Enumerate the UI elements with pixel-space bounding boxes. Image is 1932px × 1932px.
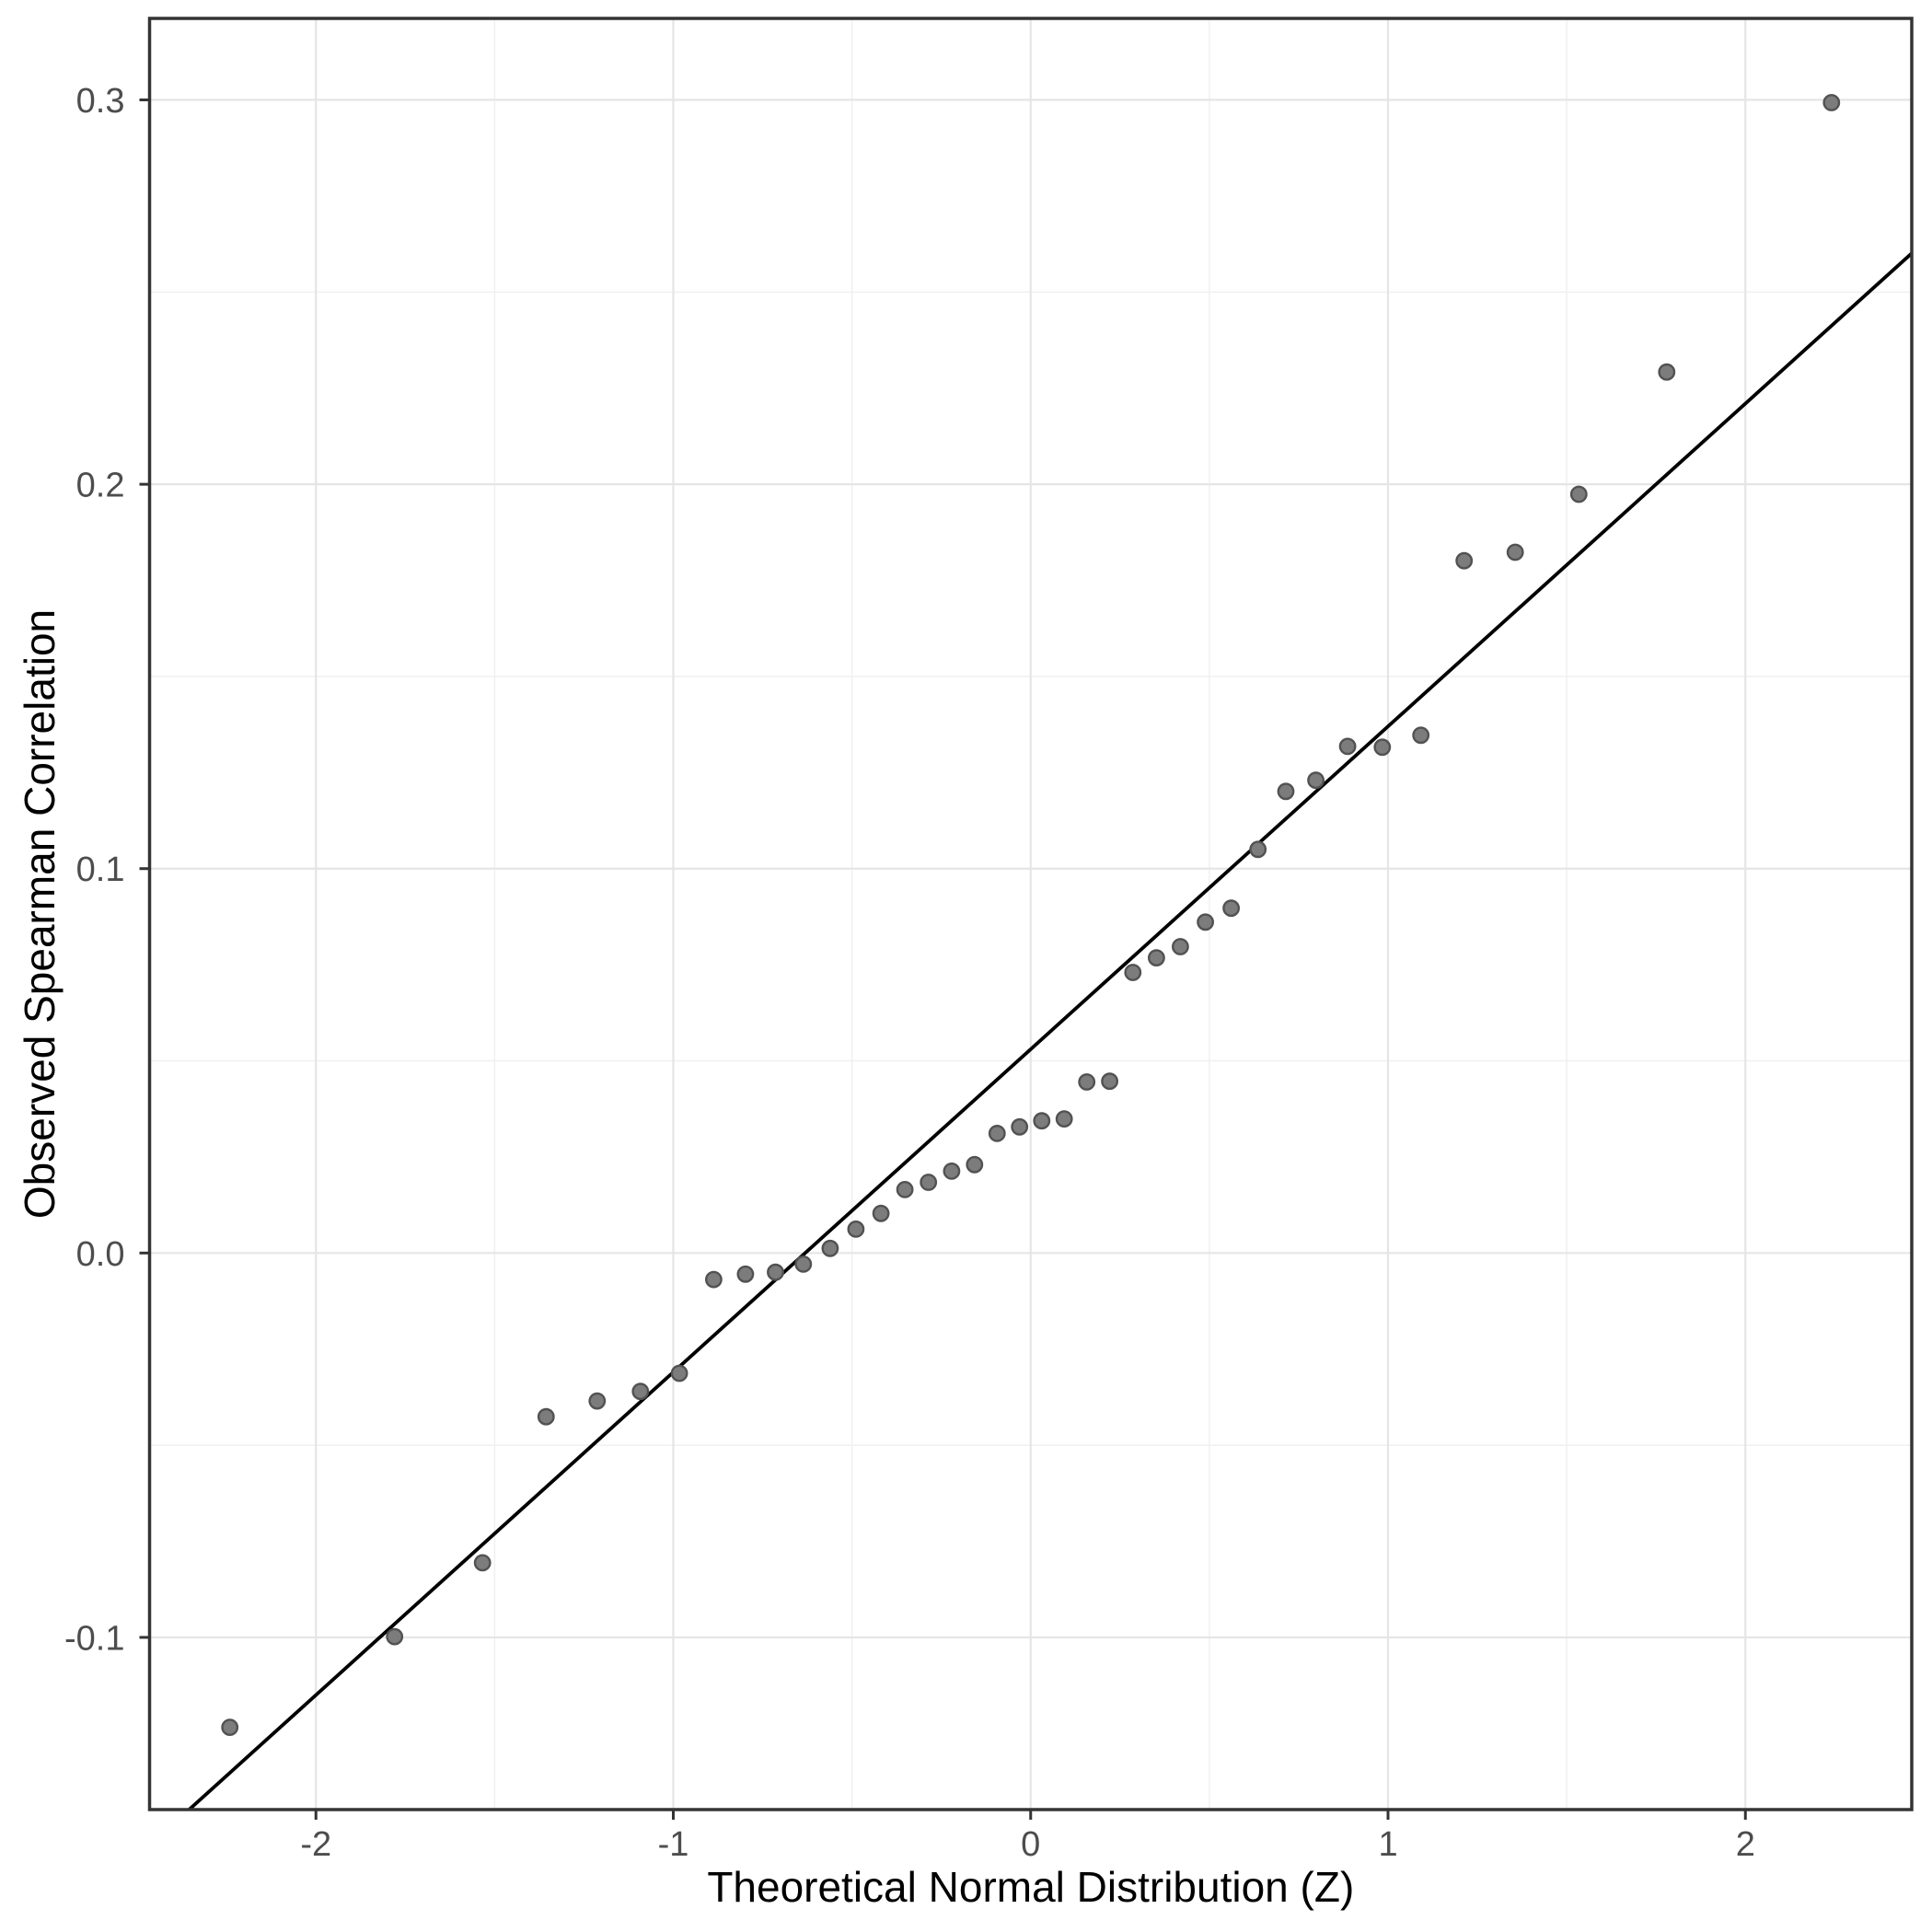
data-point (847, 1221, 865, 1238)
y-tick-label: -0.1 (64, 1619, 124, 1658)
data-point (1277, 782, 1295, 801)
data-point (896, 1181, 914, 1198)
y-tick-label: 0.2 (76, 467, 125, 505)
data-point (988, 1125, 1006, 1142)
data-point (1011, 1117, 1029, 1136)
x-axis-tick-labels: -2 -1 0 1 2 (300, 1825, 1755, 1864)
data-point (767, 1263, 784, 1281)
x-tick-label: 2 (1736, 1825, 1755, 1864)
data-point (1101, 1072, 1119, 1091)
data-point (1249, 840, 1267, 859)
data-point (1658, 363, 1676, 381)
x-axis-title: Theoretical Normal Distribution (Z) (707, 1863, 1354, 1911)
y-tick-label: 0.0 (76, 1235, 125, 1274)
data-point (670, 1364, 688, 1382)
data-point (1172, 938, 1189, 955)
data-point (1412, 726, 1430, 745)
y-tick-label: 0.1 (76, 850, 125, 889)
data-point (386, 1627, 404, 1646)
y-axis-tick-marks (139, 98, 150, 1639)
data-point (705, 1270, 723, 1289)
data-point (1197, 913, 1215, 931)
data-point (1338, 737, 1357, 756)
data-points (221, 94, 1841, 1737)
data-point (1078, 1073, 1096, 1091)
data-point (920, 1174, 938, 1191)
reference-line (186, 251, 1912, 1810)
data-point (537, 1407, 555, 1426)
data-point (1822, 94, 1841, 111)
data-point (736, 1265, 755, 1283)
data-point (943, 1163, 961, 1180)
data-point (1148, 949, 1165, 967)
data-point (1307, 771, 1325, 790)
data-point (1055, 1110, 1073, 1128)
data-point (872, 1204, 890, 1222)
x-tick-label: 1 (1378, 1825, 1397, 1864)
data-point (473, 1554, 492, 1572)
data-point (1455, 551, 1474, 570)
data-point (966, 1155, 984, 1174)
x-tick-label: -2 (300, 1825, 331, 1864)
y-tick-label: 0.3 (76, 82, 125, 121)
data-point (1373, 738, 1392, 757)
data-point (631, 1382, 650, 1401)
data-point (1124, 964, 1142, 981)
y-axis-title: Observed Spearman Correlation (16, 609, 64, 1219)
data-point (1506, 543, 1524, 561)
x-axis-tick-marks (314, 1810, 1747, 1820)
y-axis-tick-labels: -0.1 0.0 0.1 0.2 0.3 (64, 82, 124, 1658)
x-tick-label: -1 (658, 1825, 689, 1864)
gridlines-major (149, 18, 1912, 1810)
data-point (1569, 485, 1588, 503)
data-point (1033, 1112, 1051, 1130)
x-tick-label: 0 (1021, 1825, 1040, 1864)
data-point (588, 1392, 607, 1410)
data-point (221, 1718, 239, 1737)
data-point (794, 1255, 813, 1273)
data-point (1222, 899, 1241, 918)
data-point (821, 1239, 839, 1257)
